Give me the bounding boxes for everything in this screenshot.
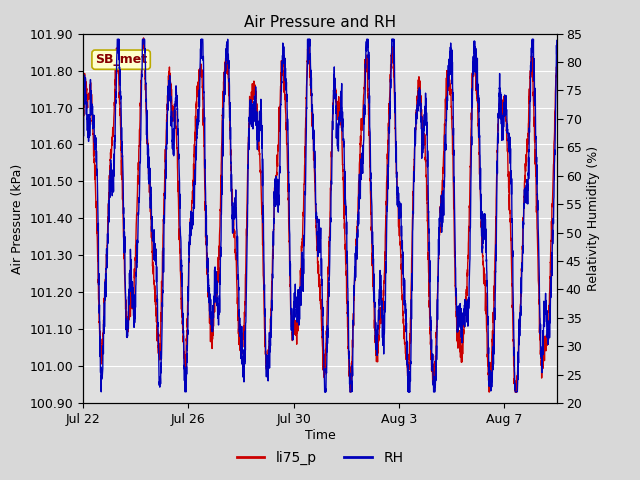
RH (553, 37, 561, 43)
RH (162, 157, 170, 163)
Y-axis label: Air Pressure (kPa): Air Pressure (kPa) (11, 163, 24, 274)
li75_p (140, 35, 147, 41)
li75_p (553, 52, 561, 58)
RH (97, 389, 105, 395)
RH (282, 87, 289, 93)
Line: RH: RH (83, 39, 557, 392)
li75_p (133, 197, 141, 203)
li75_p (79, 115, 87, 121)
RH (113, 36, 121, 42)
Title: Air Pressure and RH: Air Pressure and RH (244, 15, 396, 30)
li75_p (162, 159, 170, 165)
li75_p (493, 171, 500, 177)
RH (134, 238, 141, 243)
li75_p (261, 328, 269, 334)
li75_p (282, 106, 289, 112)
RH (493, 189, 500, 195)
Line: li75_p: li75_p (83, 38, 557, 392)
X-axis label: Time: Time (305, 429, 335, 442)
Legend: li75_p, RH: li75_p, RH (231, 445, 409, 471)
Y-axis label: Relativity Humidity (%): Relativity Humidity (%) (588, 146, 600, 291)
RH (79, 136, 87, 142)
li75_p (346, 389, 354, 395)
RH (544, 328, 552, 334)
RH (261, 306, 269, 312)
li75_p (544, 334, 552, 340)
Text: SB_met: SB_met (95, 53, 147, 66)
